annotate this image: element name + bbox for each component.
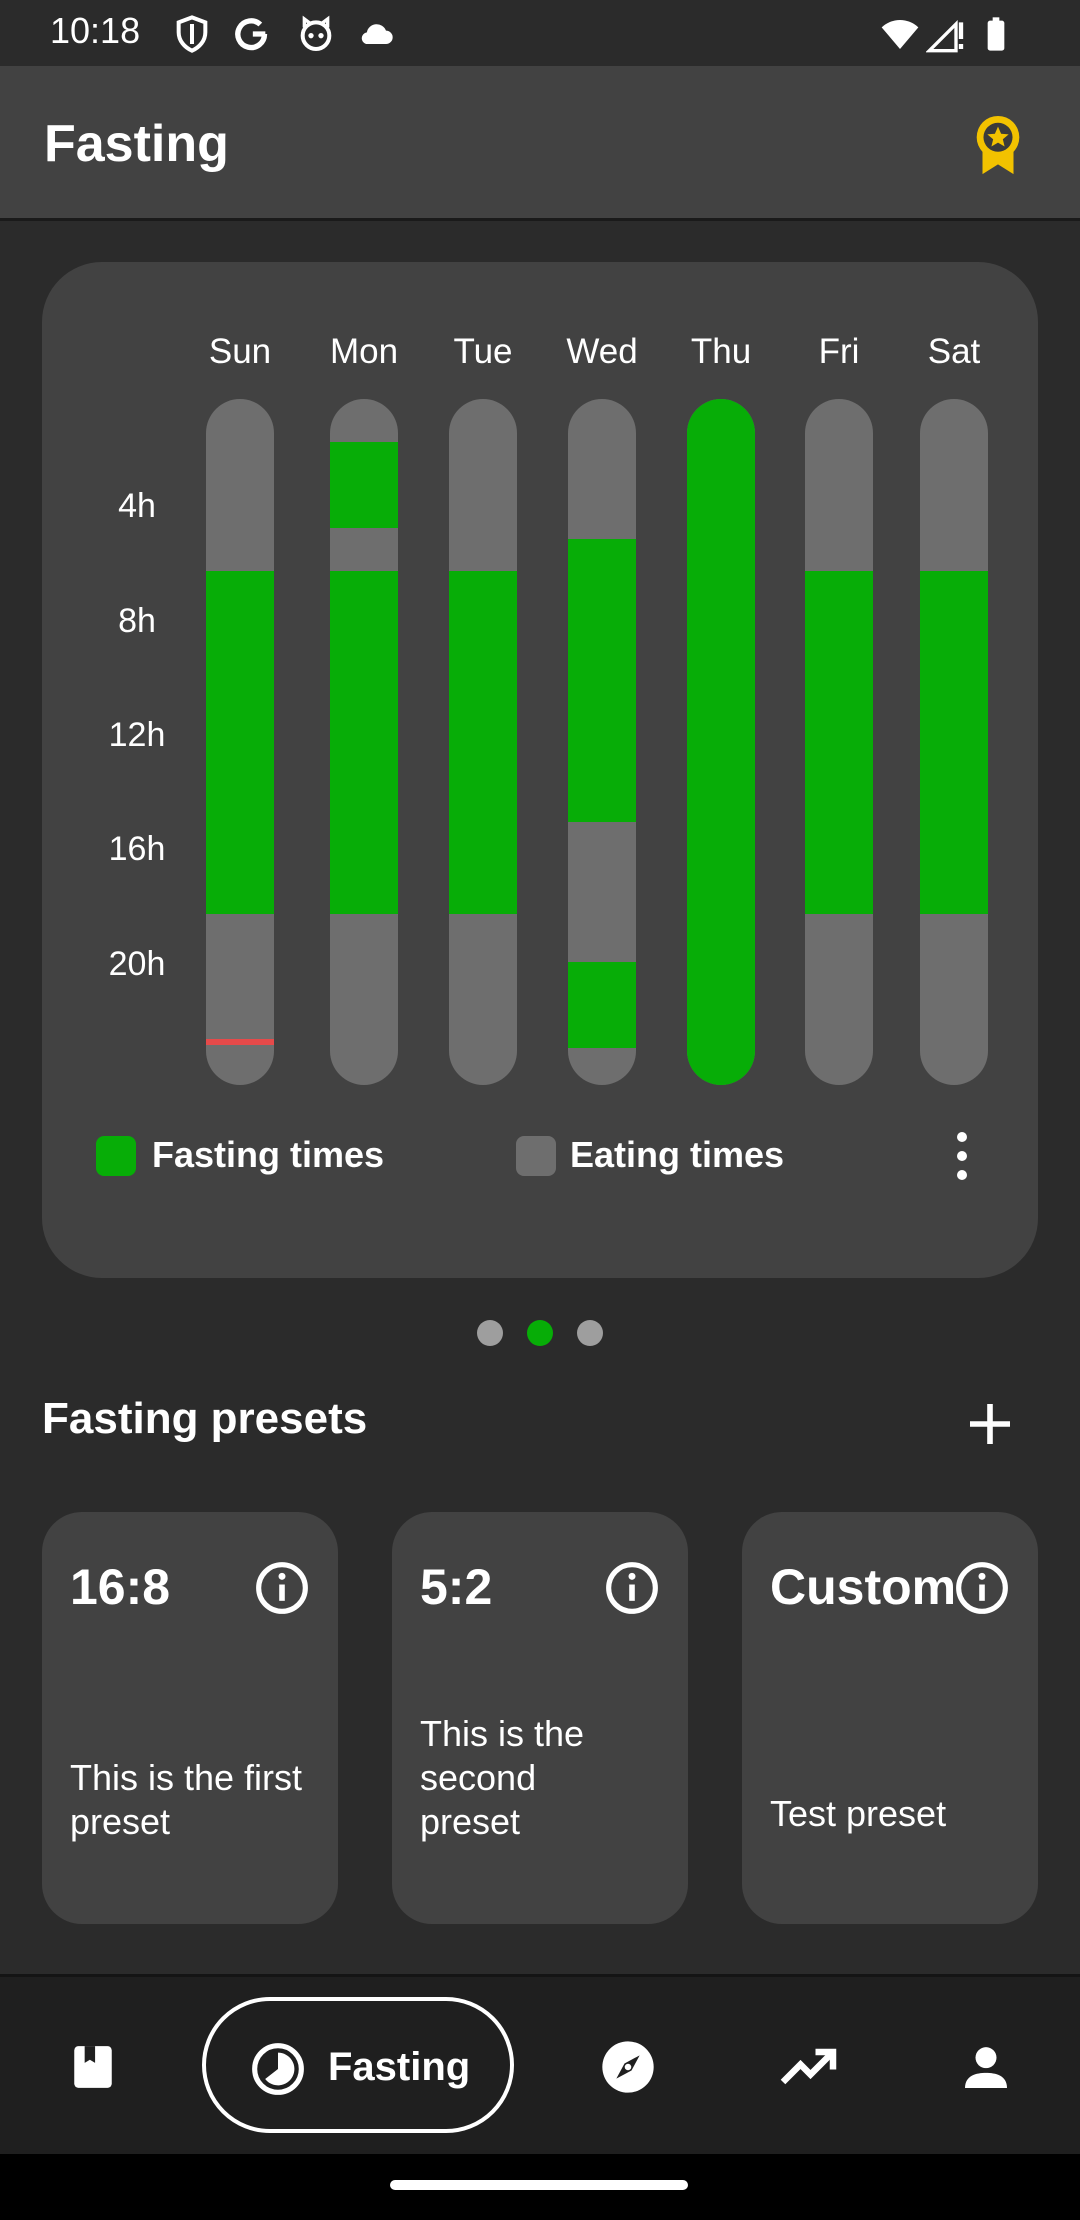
preset-card-custom[interactable]: Custom Test preset: [742, 1512, 1038, 1924]
preset-card-16-8[interactable]: 16:8 This is the first preset: [42, 1512, 338, 1924]
fasting-chart-card[interactable]: Sun Mon Tue Wed Thu Fri Sat 4h 8h 12h 16h 20h Fast…: [42, 262, 1038, 1278]
day-bar-fri[interactable]: [805, 399, 873, 1085]
google-icon: [235, 18, 268, 51]
eating-legend-label: Eating times: [570, 1134, 785, 1175]
more-options-icon[interactable]: [942, 1128, 982, 1184]
hour-label-16h: 16h: [108, 830, 166, 869]
day-label-tue: Tue: [453, 332, 513, 371]
hour-label-4h: 4h: [118, 487, 156, 526]
day-label-wed: Wed: [566, 332, 638, 371]
day-label-thu: Thu: [690, 332, 752, 371]
signal-icon: [926, 19, 964, 53]
fasting-segment: [805, 570, 873, 914]
day-bar-mon[interactable]: [330, 399, 398, 1085]
day-bar-thu[interactable]: [687, 399, 755, 1085]
presets-title: Fasting presets: [42, 1394, 368, 1443]
cat-icon: [300, 15, 332, 52]
page-title: Fasting: [44, 115, 229, 173]
day-label-sun: Sun: [208, 332, 272, 371]
info-icon[interactable]: [954, 1560, 1010, 1616]
app-bar: Fasting: [0, 66, 1080, 221]
hour-label-20h: 20h: [108, 944, 166, 983]
info-icon[interactable]: [604, 1560, 660, 1616]
info-icon[interactable]: [254, 1560, 310, 1616]
nav-item-label: Fasting: [328, 2045, 471, 2089]
wifi-icon: [881, 20, 919, 49]
fasting-segment: [449, 570, 517, 914]
preset-description: This is the second preset: [420, 1713, 585, 1842]
eating-legend-swatch: [516, 1136, 556, 1176]
fasting-segment: [568, 962, 636, 1048]
plus-icon[interactable]: [966, 1400, 1014, 1448]
fasting-legend-swatch: [96, 1136, 136, 1176]
compass-icon[interactable]: [600, 2017, 656, 2117]
day-bar-tue[interactable]: [449, 399, 517, 1085]
hour-label-8h: 8h: [118, 601, 156, 640]
fasting-segment: [206, 570, 274, 914]
day-label-mon: Mon: [329, 332, 399, 371]
fasting-legend-label: Fasting times: [152, 1134, 385, 1175]
nav-item-fasting[interactable]: Fasting: [202, 1997, 514, 2133]
preset-name: 16:8: [70, 1559, 171, 1615]
preset-name: Custom: [770, 1559, 957, 1615]
page-dot-3[interactable]: [577, 1320, 603, 1346]
preset-name: 5:2: [420, 1559, 493, 1615]
fasting-segment: [568, 539, 636, 823]
fasting-segment: [920, 570, 988, 914]
preset-description: This is the first preset: [70, 1757, 303, 1842]
fasting-segment: [330, 441, 398, 528]
bottom-navigation: Fasting: [0, 1974, 1080, 2157]
current-time-marker: [206, 1039, 274, 1046]
day-label-fri: Fri: [818, 332, 860, 371]
day-bar-wed[interactable]: [568, 399, 636, 1085]
cloud-icon: [361, 24, 393, 44]
status-bar: 10:18: [0, 0, 1080, 66]
shield-icon: [176, 15, 208, 53]
page-dot-1[interactable]: [477, 1320, 503, 1346]
fasting-clock-icon: [252, 2043, 304, 2095]
battery-icon: [987, 17, 1005, 51]
fasting-segment: [687, 399, 755, 1085]
day-label-sat: Sat: [927, 332, 981, 371]
status-time: 10:18: [50, 10, 141, 51]
award-icon[interactable]: [968, 114, 1028, 176]
fasting-segment: [330, 570, 398, 914]
day-bar-sun[interactable]: [206, 399, 274, 1085]
book-icon[interactable]: [68, 2017, 118, 2117]
preset-description: Test preset: [770, 1793, 947, 1834]
preset-card-5-2[interactable]: 5:2 This is the second preset: [392, 1512, 688, 1924]
page-dot-2[interactable]: [527, 1320, 553, 1346]
trending-up-icon[interactable]: [778, 2017, 838, 2117]
home-gesture-bar[interactable]: [390, 2180, 688, 2190]
day-bar-sat[interactable]: [920, 399, 988, 1085]
person-icon[interactable]: [958, 2017, 1014, 2117]
hour-label-12h: 12h: [108, 716, 166, 754]
